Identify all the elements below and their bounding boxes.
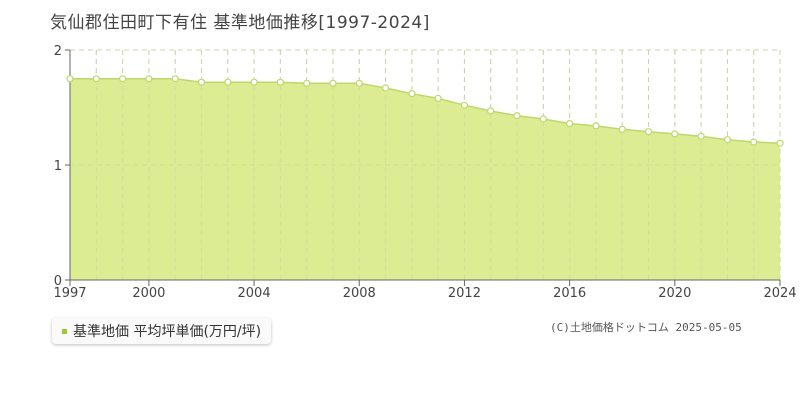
x-tick-label: 2016 (553, 286, 586, 301)
x-tick-label: 2004 (238, 286, 271, 301)
data-point (487, 107, 495, 115)
data-point (776, 139, 784, 147)
data-point (539, 115, 547, 123)
data-point (644, 128, 653, 136)
y-tick-label: 2 (54, 44, 62, 59)
data-point (513, 111, 521, 120)
x-tick-label: 1997 (53, 286, 86, 301)
data-point (460, 101, 468, 109)
legend-label: 基準地価 平均坪単価(万円/坪) (73, 324, 262, 340)
data-point (750, 138, 758, 146)
x-tick-label: 2024 (763, 286, 796, 301)
data-point (671, 130, 679, 138)
data-point (66, 75, 74, 83)
x-tick-label: 2000 (132, 286, 165, 301)
data-point (408, 90, 416, 98)
copyright-text: (C)土地価格ドットコム 2025-05-05 (550, 321, 742, 334)
data-point (697, 132, 705, 140)
data-point (434, 94, 442, 102)
data-point (92, 75, 100, 83)
axes (65, 49, 781, 286)
y-tick-label: 0 (54, 274, 62, 289)
y-tick-label: 1 (54, 159, 62, 174)
data-point (355, 79, 363, 87)
data-point (723, 136, 732, 144)
data-point (145, 75, 153, 83)
data-point (592, 122, 600, 130)
data-point (224, 78, 232, 86)
legend-swatch (62, 328, 67, 334)
data-point (276, 78, 284, 86)
data-point (565, 119, 574, 128)
data-point (250, 78, 258, 86)
data-point (303, 79, 311, 87)
x-tick-label: 2020 (658, 286, 691, 301)
legend: 基準地価 平均坪単価(万円/坪) (52, 318, 272, 344)
x-tick-label: 2008 (343, 286, 376, 301)
series-area (70, 78, 780, 280)
data-point (171, 75, 179, 83)
x-tick-label: 2012 (448, 286, 481, 301)
data-point (197, 78, 206, 86)
data-point (618, 125, 626, 133)
data-point (382, 84, 390, 92)
series-line (70, 78, 781, 144)
chart-title: 気仙郡住田町下有住 基準地価推移[1997-2024] (50, 13, 430, 33)
series-markers (66, 75, 784, 147)
data-point (118, 75, 127, 83)
data-point (329, 79, 337, 87)
tick-labels: 0 1 2 1997 2000 2004 2008 2012 2016 2020 2024 (53, 44, 796, 301)
